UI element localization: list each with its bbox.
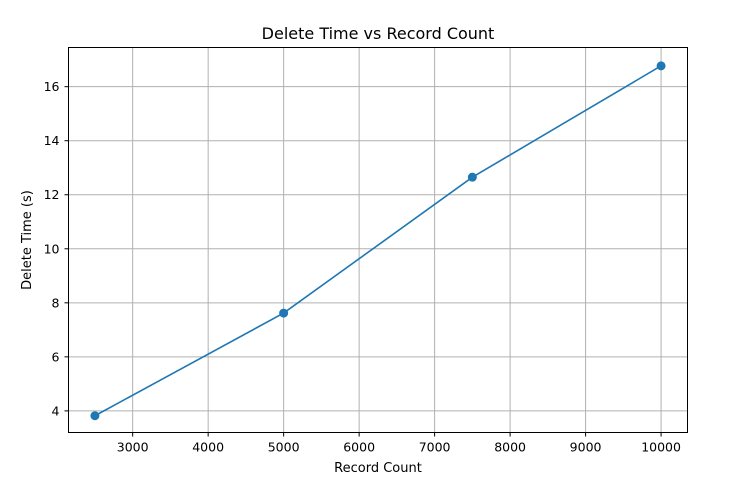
y-tick-label: 10 bbox=[44, 241, 60, 256]
x-axis-ticks: 3000 4000 5000 6000 7000 8000 9000 10000 bbox=[117, 432, 681, 455]
x-tick-label: 4000 bbox=[192, 440, 224, 455]
grid bbox=[68, 47, 688, 433]
y-tick-label: 12 bbox=[44, 187, 60, 202]
x-tick-label: 8000 bbox=[494, 440, 526, 455]
y-tick-label: 14 bbox=[44, 133, 60, 148]
y-axis-title: Delete Time (s) bbox=[20, 190, 35, 290]
chart-title: Delete Time vs Record Count bbox=[262, 24, 495, 43]
x-tick-label: 6000 bbox=[343, 440, 375, 455]
x-tick-label: 9000 bbox=[570, 440, 602, 455]
series-line bbox=[94, 65, 662, 417]
x-tick-label: 5000 bbox=[268, 440, 300, 455]
x-tick-label: 10000 bbox=[641, 440, 681, 455]
data-point bbox=[656, 61, 666, 71]
plot-frame bbox=[68, 47, 688, 433]
data-point bbox=[467, 172, 477, 182]
series-layer bbox=[90, 61, 666, 421]
x-tick-label: 7000 bbox=[419, 440, 451, 455]
data-point bbox=[279, 308, 289, 318]
y-axis-ticks: 4 6 8 10 12 14 16 bbox=[44, 79, 69, 418]
y-tick-label: 6 bbox=[52, 349, 60, 364]
x-axis-title: Record Count bbox=[334, 461, 422, 476]
y-tick-label: 4 bbox=[52, 403, 60, 418]
data-point bbox=[90, 411, 100, 421]
x-tick-label: 3000 bbox=[117, 440, 149, 455]
y-tick-label: 8 bbox=[52, 295, 60, 310]
y-tick-label: 16 bbox=[44, 79, 60, 94]
